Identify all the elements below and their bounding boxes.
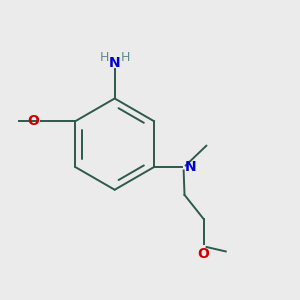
Text: H: H <box>121 51 130 64</box>
Text: N: N <box>109 56 121 70</box>
Text: O: O <box>27 114 39 128</box>
Text: H: H <box>100 51 109 64</box>
Text: O: O <box>198 247 210 261</box>
Text: N: N <box>184 160 196 174</box>
